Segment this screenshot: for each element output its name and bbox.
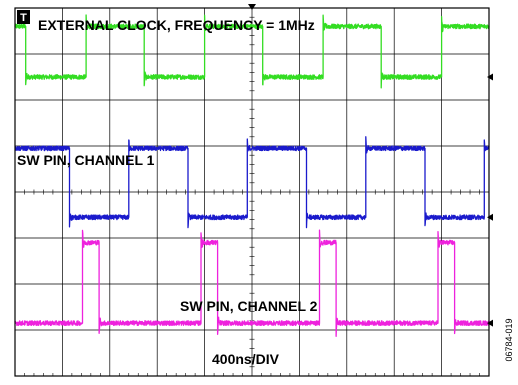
series-label-sw-channel-1: SW PIN, CHANNEL 1 [17,152,155,168]
traces [14,14,490,337]
markers [248,4,493,327]
trace-series-1 [14,14,490,89]
trace-series-2 [14,136,490,229]
ground-level-marker-1 [487,73,493,81]
trigger-position-marker [248,4,256,10]
trigger-badge-label: T [20,12,27,24]
trigger-badge: T [17,10,30,24]
time-scale-label: 400ns/DIV [212,351,280,367]
ground-level-marker-2 [487,213,493,221]
trace-series-3 [14,229,490,337]
ground-level-marker-3 [487,319,493,327]
series-label-external-clock: EXTERNAL CLOCK, FREQUENCY = 1MHz [38,17,315,33]
figure-code: 06784-019 [504,318,514,361]
graticule [15,8,489,376]
series-label-sw-channel-2: SW PIN, CHANNEL 2 [180,298,318,314]
